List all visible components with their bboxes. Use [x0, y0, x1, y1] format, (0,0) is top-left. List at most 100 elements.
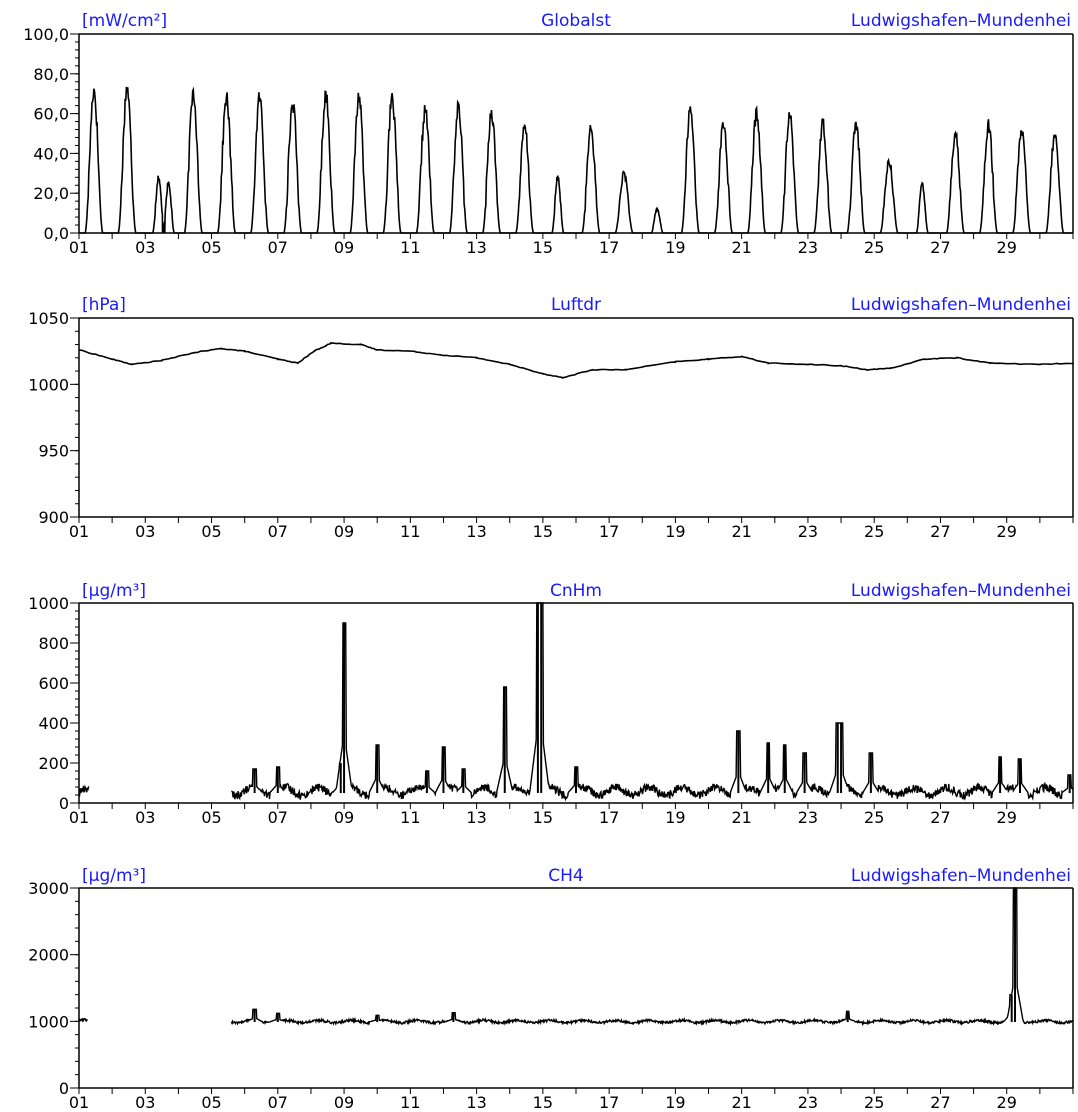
ch4-y-tick-label: 1000	[28, 1012, 69, 1031]
globalst-x-tick-label: 29	[997, 238, 1017, 257]
cnhm-y-tick-label: 0	[59, 794, 69, 813]
globalst-x-tick-label: 01	[69, 238, 89, 257]
ch4-x-tick-label: 27	[930, 1093, 950, 1112]
cnhm-x-tick-label: 15	[533, 808, 553, 827]
ch4-x-tick-label: 07	[268, 1093, 288, 1112]
cnhm-x-tick-label: 25	[864, 808, 884, 827]
cnhm-x-tick-label: 19	[665, 808, 685, 827]
globalst-x-tick-label: 21	[731, 238, 751, 257]
luftdr-x-tick-label: 25	[864, 522, 884, 541]
globalst-x-tick-label: 07	[268, 238, 288, 257]
cnhm-y-tick-label: 400	[38, 714, 69, 733]
ch4-x-tick-label: 13	[466, 1093, 486, 1112]
cnhm-station-label: Ludwigshafen–Mundenhei	[851, 581, 1071, 601]
cnhm-x-tick-label: 13	[466, 808, 486, 827]
globalst-title: Globalst	[541, 11, 611, 31]
ch4-x-tick-label: 29	[997, 1093, 1017, 1112]
ch4-station-label: Ludwigshafen–Mundenhei	[851, 866, 1071, 886]
globalst-x-tick-label: 11	[400, 238, 420, 257]
ch4-x-tick-label: 11	[400, 1093, 420, 1112]
ch4-y-tick-label: 3000	[28, 879, 69, 898]
luftdr-panel: [hPa] Luftdr Ludwigshafen–Mundenhei 900 9…	[28, 295, 1074, 541]
cnhm-x-tick-label: 21	[731, 808, 751, 827]
ch4-x-tick-label: 03	[135, 1093, 155, 1112]
globalst-x-tick-label: 23	[798, 238, 818, 257]
luftdr-x-tick-label: 21	[731, 522, 751, 541]
globalst-x-tick-label: 15	[533, 238, 553, 257]
luftdr-x-tick-label: 01	[69, 522, 89, 541]
globalst-x-tick-label: 09	[334, 238, 354, 257]
luftdr-x-tick-label: 29	[997, 522, 1017, 541]
globalst-x-tick-label: 27	[930, 238, 950, 257]
globalst-y-tick-label: 100,0	[23, 25, 69, 44]
cnhm-panel: [μg/m³] CnHm Ludwigshafen–Mundenhei 0 200…	[28, 581, 1074, 827]
luftdr-series-line	[78, 342, 1074, 380]
ch4-x-tick-label: 25	[864, 1093, 884, 1112]
globalst-x-tick-label: 03	[135, 238, 155, 257]
globalst-station-label: Ludwigshafen–Mundenhei	[851, 11, 1071, 31]
luftdr-x-tick-label: 19	[665, 522, 685, 541]
globalst-x-tick-label: 13	[466, 238, 486, 257]
ch4-x-tick-label: 05	[201, 1093, 221, 1112]
ch4-x-tick-label: 19	[665, 1093, 685, 1112]
luftdr-x-tick-label: 13	[466, 522, 486, 541]
globalst-y-tick-label: 40,0	[33, 144, 69, 163]
cnhm-x-tick-label: 05	[201, 808, 221, 827]
globalst-y-tick-label: 20,0	[33, 184, 69, 203]
cnhm-x-tick-label: 11	[400, 808, 420, 827]
cnhm-y-tick-label: 800	[38, 634, 69, 653]
luftdr-x-tick-label: 11	[400, 522, 420, 541]
ch4-y-tick-label: 2000	[28, 946, 69, 965]
cnhm-x-tick-label: 01	[69, 808, 89, 827]
ch4-x-tick-label: 17	[599, 1093, 619, 1112]
ch4-panel: [μg/m³] CH4 Ludwigshafen–Mundenhei 0 1000…	[28, 866, 1074, 1112]
ch4-series-segment-1	[230, 887, 1074, 1027]
globalst-y-tick-label: 0,0	[44, 224, 69, 243]
luftdr-station-label: Ludwigshafen–Mundenhei	[851, 295, 1071, 315]
ch4-title: CH4	[548, 866, 583, 886]
luftdr-y-tick-label: 900	[38, 508, 69, 527]
cnhm-y-tick-label: 600	[38, 674, 69, 693]
luftdr-x-tick-label: 27	[930, 522, 950, 541]
luftdr-x-tick-label: 07	[268, 522, 288, 541]
globalst-y-tick-label: 60,0	[33, 105, 69, 124]
cnhm-y-tick-label: 200	[38, 754, 69, 773]
luftdr-x-tick-label: 17	[599, 522, 619, 541]
ch4-x-tick-label: 23	[798, 1093, 818, 1112]
globalst-x-tick-label: 19	[665, 238, 685, 257]
globalst-series-line	[79, 86, 1073, 234]
ch4-x-tick-label: 01	[69, 1093, 89, 1112]
luftdr-y-tick-label: 950	[38, 442, 69, 461]
cnhm-x-tick-label: 09	[334, 808, 354, 827]
luftdr-x-tick-label: 03	[135, 522, 155, 541]
cnhm-x-tick-label: 29	[997, 808, 1017, 827]
globalst-unit-label: [mW/cm²]	[82, 11, 167, 31]
cnhm-x-tick-label: 27	[930, 808, 950, 827]
luftdr-y-tick-label: 1000	[28, 375, 69, 394]
luftdr-x-tick-label: 15	[533, 522, 553, 541]
cnhm-series-segment-1	[231, 602, 1074, 802]
luftdr-y-tick-label: 1050	[28, 309, 69, 328]
globalst-x-tick-label: 05	[201, 238, 221, 257]
luftdr-x-tick-label: 05	[201, 522, 221, 541]
ch4-y-tick-label: 0	[59, 1079, 69, 1098]
ch4-x-tick-label: 09	[334, 1093, 354, 1112]
luftdr-x-tick-label: 23	[798, 522, 818, 541]
cnhm-y-tick-label: 1000	[28, 594, 69, 613]
globalst-panel: [mW/cm²] Globalst Ludwigshafen–Mundenhei…	[23, 11, 1074, 257]
cnhm-x-tick-label: 07	[268, 808, 288, 827]
ch4-unit-label: [μg/m³]	[82, 866, 146, 886]
cnhm-unit-label: [μg/m³]	[82, 581, 146, 601]
globalst-x-tick-label: 17	[599, 238, 619, 257]
ch4-x-tick-label: 21	[731, 1093, 751, 1112]
cnhm-series-segment-0	[78, 784, 90, 797]
ch4-series-segment-0	[78, 1017, 88, 1023]
luftdr-x-tick-label: 09	[334, 522, 354, 541]
globalst-x-tick-label: 25	[864, 238, 884, 257]
globalst-y-tick-label: 80,0	[33, 65, 69, 84]
cnhm-x-tick-label: 03	[135, 808, 155, 827]
cnhm-title: CnHm	[550, 581, 602, 601]
cnhm-x-tick-label: 17	[599, 808, 619, 827]
cnhm-x-tick-label: 23	[798, 808, 818, 827]
